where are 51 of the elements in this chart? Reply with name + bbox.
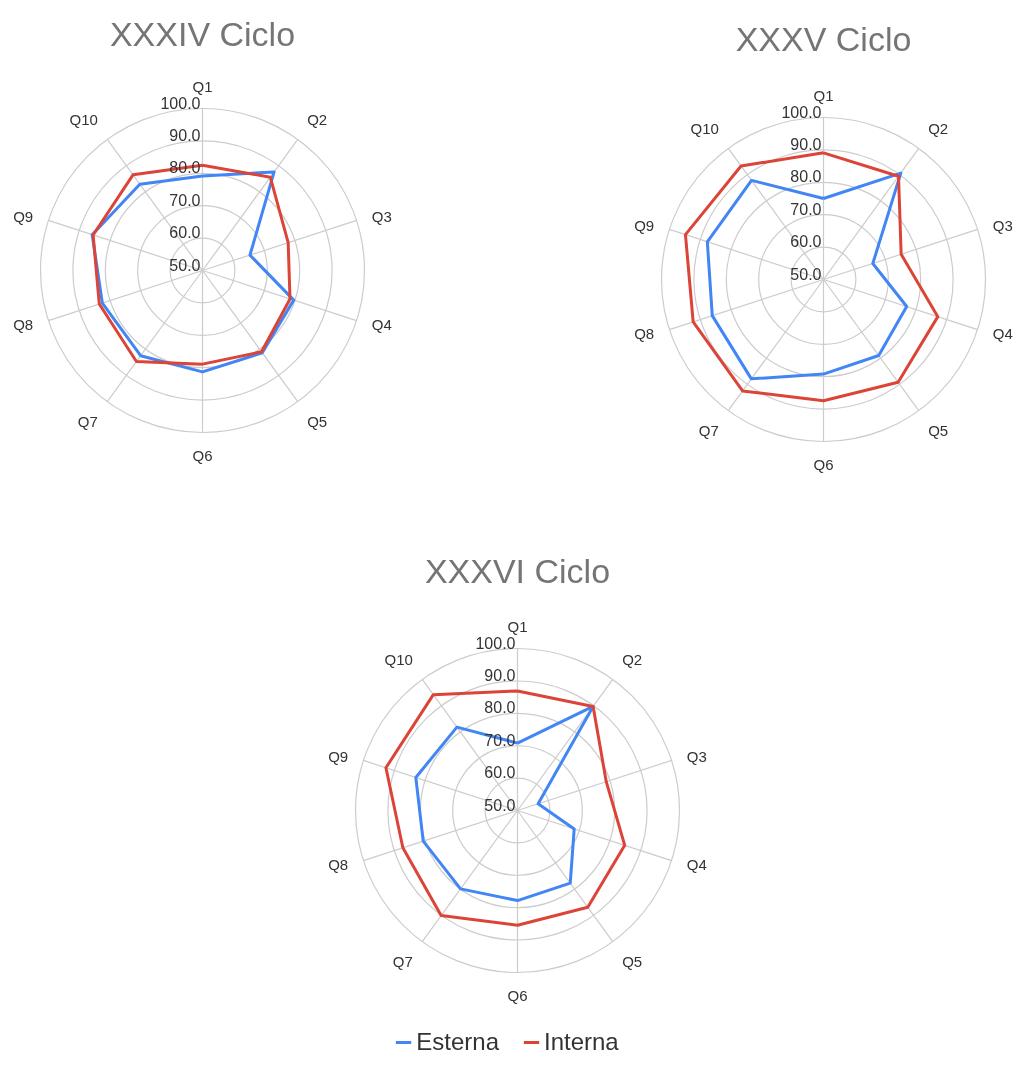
- legend-label: Esterna: [416, 1028, 499, 1056]
- spoke-label: Q4: [992, 325, 1013, 343]
- spoke-label: Q10: [384, 651, 413, 669]
- spoke-label: Q4: [371, 316, 392, 334]
- spoke-label: Q1: [813, 86, 834, 104]
- y-tick-label: 80.0: [790, 168, 822, 186]
- chart-title: XXXV Ciclo: [735, 19, 912, 58]
- chart-title: XXXVI Ciclo: [424, 551, 611, 590]
- spoke-label: Q2: [307, 111, 328, 129]
- spoke-label: Q3: [992, 216, 1013, 234]
- y-tick-label: 60.0: [484, 764, 516, 782]
- y-tick-label: 90.0: [790, 135, 822, 153]
- spoke-label: Q2: [928, 120, 949, 138]
- y-tick-label: 100.0: [781, 103, 822, 121]
- y-tick-label: 100.0: [160, 94, 201, 112]
- y-tick-label: 50.0: [169, 256, 201, 274]
- spoke-label: Q10: [690, 120, 719, 138]
- chart-title: XXXIV Ciclo: [109, 14, 296, 53]
- y-tick-label: 60.0: [169, 224, 201, 242]
- spoke-label: Q9: [328, 747, 349, 765]
- spoke-label: Q5: [622, 952, 643, 970]
- legend-label: Interna: [544, 1028, 619, 1056]
- spoke-label: Q4: [686, 856, 707, 874]
- spoke-label: Q7: [392, 952, 413, 970]
- y-tick-label: 90.0: [484, 666, 516, 684]
- y-tick-label: 50.0: [484, 796, 516, 814]
- spoke-label: Q2: [622, 651, 643, 669]
- y-tick-label: 70.0: [790, 200, 822, 218]
- spoke-label: Q10: [69, 111, 98, 129]
- spoke-label: Q8: [13, 316, 34, 334]
- spoke-label: Q1: [192, 77, 213, 95]
- spoke-label: Q1: [507, 617, 528, 635]
- y-tick-label: 90.0: [169, 126, 201, 144]
- spoke-label: Q9: [13, 207, 34, 225]
- y-tick-label: 100.0: [475, 634, 516, 652]
- spoke-label: Q7: [77, 412, 98, 430]
- spoke-label: Q5: [928, 421, 949, 439]
- spoke-label: Q6: [813, 455, 834, 473]
- y-tick-label: 60.0: [790, 233, 822, 251]
- spoke-label: Q9: [634, 216, 655, 234]
- spoke-label: Q8: [328, 856, 349, 874]
- spoke-label: Q3: [686, 747, 707, 765]
- y-tick-label: 50.0: [790, 265, 822, 283]
- spoke-label: Q6: [507, 986, 528, 1004]
- spoke-label: Q5: [307, 412, 328, 430]
- y-tick-label: 80.0: [484, 699, 516, 717]
- spoke-label: Q3: [371, 207, 392, 225]
- spoke-label: Q7: [698, 421, 719, 439]
- spoke-label: Q6: [192, 446, 213, 464]
- y-tick-label: 70.0: [169, 191, 201, 209]
- spoke-label: Q8: [634, 325, 655, 343]
